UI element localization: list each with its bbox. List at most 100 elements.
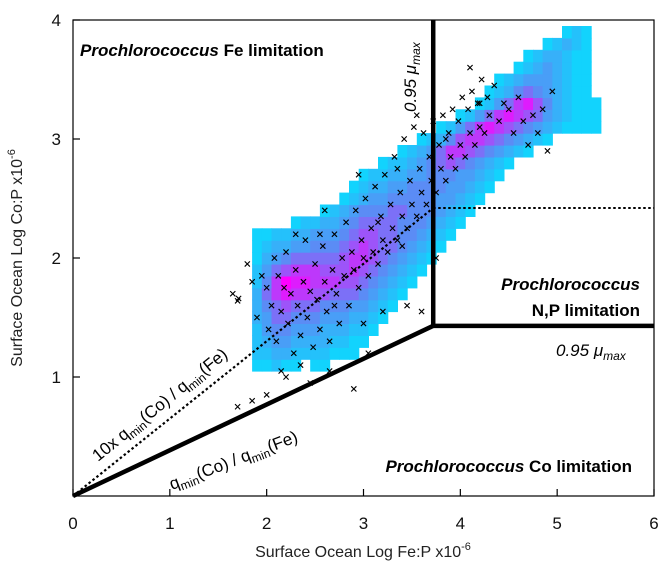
heatmap-cell (465, 133, 476, 146)
heatmap-cell (445, 168, 457, 182)
heatmap-cell (445, 156, 457, 170)
observation-marker (316, 231, 323, 238)
observation-marker (273, 338, 280, 345)
heatmap-cell (407, 180, 418, 194)
observation-marker (449, 106, 456, 113)
heatmap-cell (397, 264, 408, 277)
heatmap-cell (513, 61, 524, 75)
heatmap-cell (494, 156, 505, 170)
heatmap-cell (542, 49, 553, 63)
heatmap-cell (339, 204, 350, 217)
heatmap-cell (494, 121, 505, 134)
observation-marker (397, 189, 404, 196)
heatmap-cell (591, 109, 602, 122)
heatmap-cell (474, 133, 486, 146)
heatmap-cell (552, 73, 563, 87)
heatmap-cell (552, 37, 563, 51)
heatmap-cell (494, 97, 505, 110)
observation-marker (326, 368, 333, 375)
heatmap-cell (252, 228, 263, 241)
heatmap-cell (290, 216, 302, 229)
heatmap-cell (271, 323, 282, 336)
qmin-ratio-sub1: min (178, 473, 201, 493)
heatmap-cell (455, 204, 466, 217)
heatmap-cell (416, 252, 428, 265)
qmin-ratio-end: (Fe) (265, 427, 301, 456)
x-axis-ticks: 0 1 2 3 4 5 6 (68, 489, 659, 533)
heatmap-cell (513, 85, 524, 98)
heatmap-cell (252, 323, 263, 336)
heatmap-cell (261, 359, 273, 372)
heatmap-cell (319, 264, 331, 277)
observation-marker (455, 118, 462, 125)
heatmap-cell (484, 121, 495, 134)
tenx-qmin-mid: (Co) / q (136, 376, 192, 426)
heatmap-cell (378, 168, 389, 182)
observation-marker (268, 302, 275, 309)
heatmap-cell (387, 180, 398, 194)
heatmap-cell (349, 275, 360, 289)
heatmap-cell (436, 192, 447, 206)
heatmap-cell (445, 180, 457, 194)
heatmap-cell (290, 335, 302, 348)
heatmap-cell (339, 299, 350, 313)
heatmap-cell (290, 323, 302, 336)
heatmap-cell (513, 97, 524, 110)
observation-points (229, 64, 556, 410)
heatmap-cell (300, 299, 311, 313)
co-limitation-text: Co limitation (524, 457, 632, 476)
heatmap-cell (300, 347, 311, 360)
heatmap-cell (562, 121, 573, 134)
observation-marker (292, 231, 299, 238)
heatmap-cell (533, 133, 544, 146)
heatmap-cell (503, 85, 515, 98)
heatmap-cell (562, 73, 573, 87)
heatmap-cell (310, 287, 321, 301)
heatmap-cell (281, 311, 292, 324)
heatmap-cell (416, 133, 428, 146)
heatmap-cell (387, 252, 398, 265)
heatmap-cell (300, 216, 311, 229)
heatmap-cell (533, 61, 544, 75)
heatmap-cell (416, 180, 428, 194)
observation-marker (379, 308, 386, 315)
heatmap-cell (416, 204, 428, 217)
observation-marker (307, 379, 314, 386)
observation-marker (244, 260, 251, 267)
observation-marker (345, 302, 352, 309)
observation-marker (263, 284, 270, 291)
observation-marker (249, 397, 256, 404)
heatmap-cell (387, 216, 398, 229)
heatmap-cell (455, 121, 466, 134)
heatmap-cell (474, 192, 486, 206)
observation-marker (484, 94, 491, 101)
heatmap-cell (252, 252, 263, 265)
heatmap-cell (310, 264, 321, 277)
heatmap-cell (349, 252, 360, 265)
observation-marker (271, 255, 278, 261)
observation-marker (471, 141, 478, 148)
qmin-ratio-line (72, 323, 435, 499)
heatmap-cell (503, 73, 515, 87)
heatmap-cell (465, 192, 476, 206)
heatmap-cell (378, 228, 389, 241)
heatmap-cell (349, 216, 360, 229)
heatmap-cell (494, 85, 505, 98)
heatmap-cell (407, 145, 418, 158)
heatmap-cell (378, 204, 389, 217)
heatmap-cell (387, 192, 398, 206)
heatmap-cell (261, 311, 273, 324)
heatmap-cell (445, 145, 457, 158)
heatmap-cell (310, 216, 321, 229)
observation-marker (365, 350, 372, 357)
heatmap-cell (261, 228, 273, 241)
heatmap-cell (533, 109, 544, 122)
co-limitation-label: Prochlorococcus Co limitation (385, 457, 632, 476)
observation-marker (249, 278, 256, 285)
heatmap-cell (581, 49, 592, 63)
heatmap-cell (533, 49, 544, 63)
heatmap-cell (310, 335, 321, 348)
heatmap-cell (387, 240, 398, 253)
heatmap-cell (523, 73, 534, 87)
heatmap-cell (329, 264, 340, 277)
